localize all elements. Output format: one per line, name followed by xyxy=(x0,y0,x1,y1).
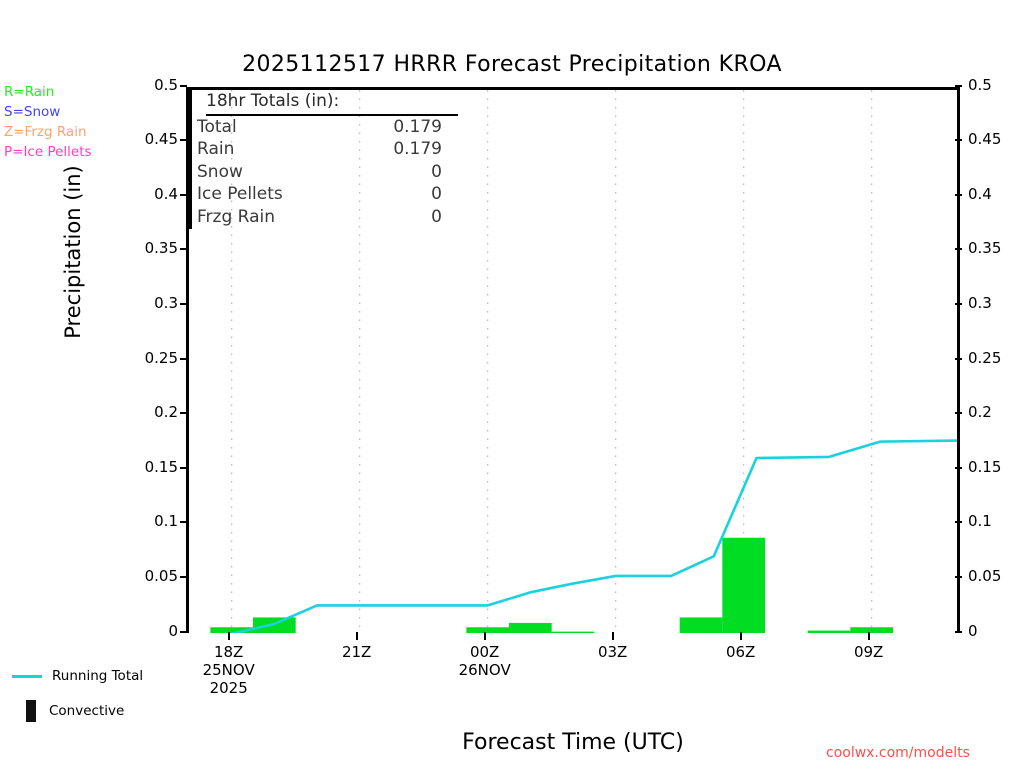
totals-row-frzg-rain: Frzg Rain 0 xyxy=(192,206,464,229)
x-axis-tick-label-group: 21Z xyxy=(297,643,417,661)
legend-item-ice-pellets: P=Ice Pellets xyxy=(4,144,92,160)
y-axis-tick-label-right: 0.5 xyxy=(968,75,992,94)
y-axis-tick-label-left: 0.45 xyxy=(144,130,178,149)
precipitation-plot-svg: RRRRRRRRRR xyxy=(210,90,957,633)
x-axis-tick-label-group: 09Z xyxy=(809,643,929,661)
x-axis-title: Forecast Time (UTC) xyxy=(462,730,684,755)
totals-summary-box: 18hr Totals (in): Total 0.179 Rain 0.179… xyxy=(189,88,464,229)
precip-type-legend: R=Rain S=Snow Z=Frzg Rain P=Ice Pellets xyxy=(4,82,92,162)
legend-item-snow: S=Snow xyxy=(4,104,61,120)
x-axis-tick-time: 18Z xyxy=(213,643,244,661)
x-axis-tick-time: 06Z xyxy=(725,643,756,661)
x-axis-tick-time: 00Z xyxy=(469,643,500,661)
totals-row-ice-pellets: Ice Pellets 0 xyxy=(192,183,464,206)
totals-value-ice-pellets: 0 xyxy=(431,184,442,205)
y-axis-tick-label-right: 0.3 xyxy=(968,293,992,312)
x-axis-tick-label-group: 06Z xyxy=(681,643,801,661)
x-axis-tick-mark xyxy=(355,632,358,640)
totals-value-snow: 0 xyxy=(431,161,442,182)
x-axis-tick-date: 25NOV xyxy=(202,661,255,679)
totals-row-rain: Rain 0.179 xyxy=(192,138,464,161)
totals-row-total: Total 0.179 xyxy=(192,116,464,139)
x-axis-tick-label-group: 00Z 26NOV xyxy=(425,643,545,679)
x-axis-tick-date: 26NOV xyxy=(458,661,511,679)
y-axis-tick-label-left: 0.4 xyxy=(154,184,178,203)
y-axis-tick-label-left: 0.05 xyxy=(144,566,178,585)
x-axis-tick-time: 21Z xyxy=(341,643,372,661)
y-axis-tick-label-left: 0.25 xyxy=(144,348,178,367)
x-axis-tick-year: 2025 xyxy=(209,679,248,697)
x-axis-tick-mark xyxy=(483,632,486,640)
precip-bar xyxy=(509,622,552,633)
y-axis-tick-label-right: 0.45 xyxy=(968,130,1002,149)
plot-canvas: RRRRRRRRRR xyxy=(189,90,957,633)
running-total-line-swatch xyxy=(12,674,42,678)
precip-bar xyxy=(850,627,893,633)
totals-row-snow: Snow 0 xyxy=(192,161,464,184)
totals-label-frzg-rain: Frzg Rain xyxy=(197,206,276,227)
totals-label-total: Total xyxy=(197,116,237,137)
y-axis-tick-label-left: 0.35 xyxy=(144,239,178,258)
y-axis-tick-label-right: 0.15 xyxy=(968,457,1002,476)
source-watermark: coolwx.com/modelts xyxy=(826,745,970,761)
x-axis-tick-mark xyxy=(611,632,614,640)
precip-bar xyxy=(807,630,851,633)
running-total-key-label: Running Total xyxy=(52,668,144,684)
totals-value-rain: 0.179 xyxy=(393,139,442,160)
precip-bar xyxy=(466,627,509,633)
y-axis-tick-label-left: 0.15 xyxy=(144,457,178,476)
y-axis-tick-label-left: 0.3 xyxy=(154,293,178,312)
totals-heading: 18hr Totals (in): xyxy=(206,90,458,116)
x-axis-tick-mark xyxy=(739,632,742,640)
x-axis-tick-mark xyxy=(867,632,870,640)
running-total-line xyxy=(222,439,957,633)
totals-label-ice-pellets: Ice Pellets xyxy=(197,184,283,205)
plot-area: RRRRRRRRRR xyxy=(186,87,960,633)
y-axis-tick-label-left: 0.5 xyxy=(154,75,178,94)
convective-key-label: Convective xyxy=(49,703,125,719)
convective-bar-swatch xyxy=(26,700,36,722)
page-title: 2025112517 HRRR Forecast Precipitation K… xyxy=(242,52,782,77)
x-axis-tick-label-group: 18Z 25NOV 2025 xyxy=(169,643,289,697)
y-axis-tick-label-right: 0.05 xyxy=(968,566,1002,585)
y-axis-tick-label-right: 0.2 xyxy=(968,403,992,422)
y-axis-tick-label-left: 0.2 xyxy=(154,403,178,422)
x-axis-tick-label-group: 03Z xyxy=(553,643,673,661)
y-axis-tick-label-right: 0.1 xyxy=(968,512,992,531)
y-axis-tick-label-left: 0.1 xyxy=(154,512,178,531)
y-axis-tick-label-right: 0 xyxy=(968,621,978,640)
y-axis-tick-label-right: 0.4 xyxy=(968,184,992,203)
precip-bar xyxy=(210,627,253,633)
y-axis-tick-label-left: 0 xyxy=(168,621,178,640)
y-axis-tick-label-right: 0.25 xyxy=(968,348,1002,367)
legend-item-frzg-rain: Z=Frzg Rain xyxy=(4,124,87,140)
x-axis-tick-mark xyxy=(227,632,230,640)
totals-label-rain: Rain xyxy=(197,139,235,160)
convective-key: Convective xyxy=(26,700,124,722)
totals-value-total: 0.179 xyxy=(393,116,442,137)
totals-label-snow: Snow xyxy=(197,161,243,182)
x-axis-tick-time: 03Z xyxy=(597,643,628,661)
precip-bar xyxy=(551,631,595,633)
y-axis-title: Precipitation (in) xyxy=(61,165,85,339)
precip-bar xyxy=(679,617,723,633)
totals-value-frzg-rain: 0 xyxy=(431,206,442,227)
precip-bar xyxy=(722,537,765,633)
legend-item-rain: R=Rain xyxy=(4,84,55,100)
x-axis-tick-time: 09Z xyxy=(853,643,884,661)
running-total-key: Running Total xyxy=(12,668,143,684)
y-axis-tick-label-right: 0.35 xyxy=(968,239,1002,258)
